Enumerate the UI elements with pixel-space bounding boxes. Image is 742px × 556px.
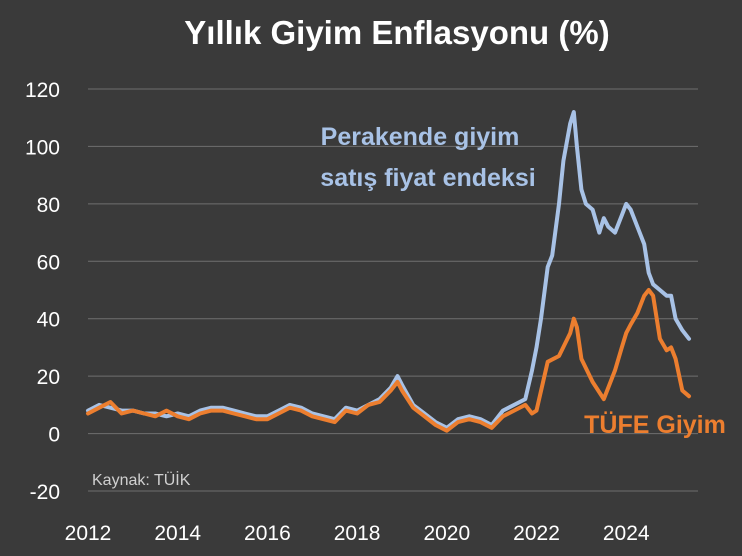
y-tick-label: 80 (37, 194, 60, 217)
y-tick-label: 100 (25, 136, 60, 159)
x-tick-label: 2016 (244, 522, 291, 545)
series-label-retail-line-2: satış fiyat endeksi (320, 164, 535, 192)
series-lines (86, 110, 691, 433)
y-tick-label: 120 (25, 79, 60, 102)
gridlines (88, 88, 698, 492)
y-tick-label: 20 (37, 366, 60, 389)
series-label-retail-line-1: Perakende giyim (321, 123, 520, 151)
source-note: Kaynak: TÜİK (92, 470, 191, 489)
x-tick-label: 2012 (65, 522, 112, 545)
y-tick-label: -20 (30, 481, 60, 504)
x-axis-ticks: 2012 2014 2016 2018 2020 2022 2024 (65, 522, 650, 545)
x-tick-label: 2014 (154, 522, 201, 545)
x-tick-label: 2020 (423, 522, 470, 545)
series-label-cpi-clothing: TÜFE Giyim (584, 410, 726, 439)
x-tick-label: 2022 (513, 522, 560, 545)
series-line-cpi-clothing (86, 288, 691, 433)
y-tick-label: 40 (37, 309, 60, 332)
x-tick-label: 2024 (603, 522, 650, 545)
series-line-retail-clothing (86, 110, 691, 430)
y-tick-label: 0 (48, 424, 60, 447)
x-tick-label: 2018 (334, 522, 381, 545)
chart-title: Yıllık Giyim Enflasyonu (%) (184, 14, 609, 51)
y-tick-label: 60 (37, 251, 60, 274)
y-axis-ticks: -20 0 20 40 60 80 100 120 (25, 79, 60, 504)
